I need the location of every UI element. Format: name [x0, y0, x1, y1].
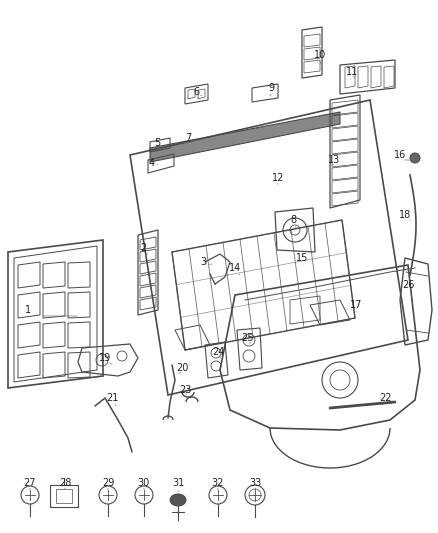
Text: 29: 29	[102, 478, 114, 488]
Text: 18: 18	[399, 210, 411, 220]
Polygon shape	[150, 112, 340, 162]
Text: 15: 15	[296, 253, 308, 263]
Bar	[50, 485, 78, 507]
Text: 6: 6	[193, 87, 199, 97]
Text: 1: 1	[25, 305, 31, 315]
Text: 19: 19	[99, 353, 111, 363]
Text: 23: 23	[179, 385, 191, 395]
Text: 12: 12	[272, 173, 284, 183]
Text: 31: 31	[172, 478, 184, 488]
Text: 3: 3	[200, 257, 206, 267]
Text: 26: 26	[402, 280, 414, 290]
Text: 17: 17	[350, 300, 362, 310]
Text: 8: 8	[290, 215, 296, 225]
Ellipse shape	[170, 494, 186, 506]
Text: 16: 16	[394, 150, 406, 160]
Text: 28: 28	[59, 478, 71, 488]
Text: 33: 33	[249, 478, 261, 488]
Bar	[56, 489, 72, 503]
Text: 9: 9	[268, 83, 274, 93]
Text: 21: 21	[106, 393, 118, 403]
Text: 2: 2	[140, 243, 146, 253]
Text: 25: 25	[242, 333, 254, 343]
Text: 30: 30	[137, 478, 149, 488]
Text: 27: 27	[24, 478, 36, 488]
Text: 20: 20	[176, 363, 188, 373]
Text: 11: 11	[346, 67, 358, 77]
Text: 32: 32	[212, 478, 224, 488]
Text: 10: 10	[314, 50, 326, 60]
Text: 4: 4	[149, 158, 155, 168]
Text: 14: 14	[229, 263, 241, 273]
Text: 7: 7	[185, 133, 191, 143]
Text: 24: 24	[212, 347, 224, 357]
Text: 13: 13	[328, 155, 340, 165]
Text: 5: 5	[154, 138, 160, 148]
Circle shape	[410, 153, 420, 163]
Text: 22: 22	[379, 393, 391, 403]
